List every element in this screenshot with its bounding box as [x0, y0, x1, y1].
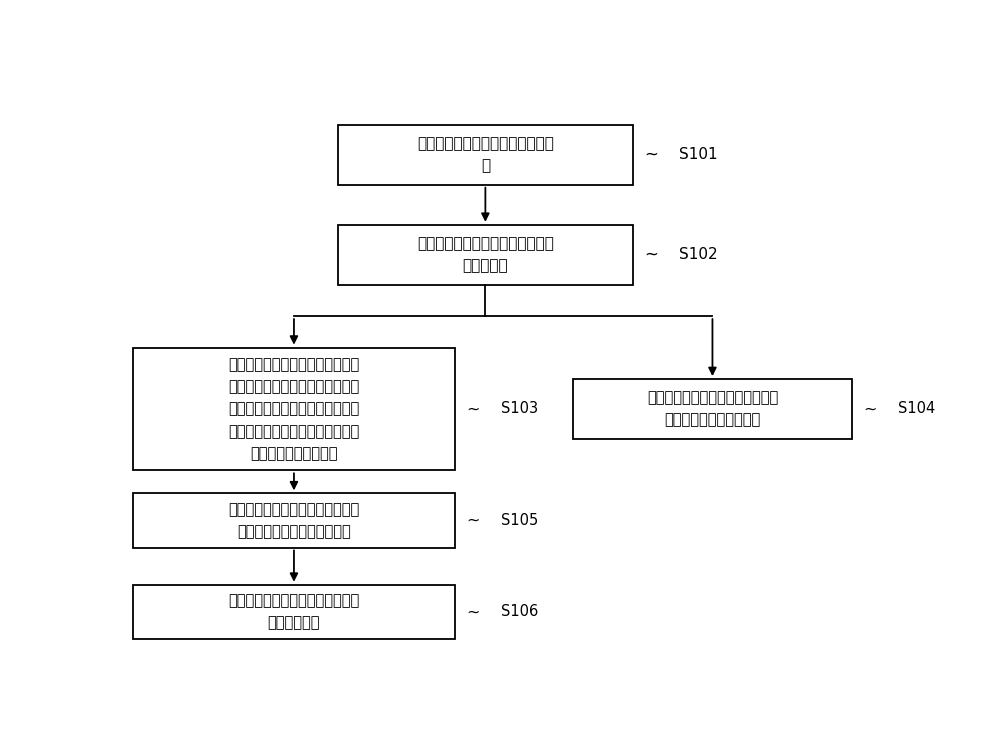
Text: S103: S103 — [501, 401, 538, 416]
Text: ~: ~ — [466, 401, 480, 416]
Text: ~: ~ — [644, 246, 658, 263]
Text: 按照目标温度值调节空调覆盖范围
内的环境温度: 按照目标温度值调节空调覆盖范围 内的环境温度 — [228, 593, 360, 631]
Text: 基于实际心率变异性参数和预测心
率变异性参数确定目标温度值: 基于实际心率变异性参数和预测心 率变异性参数确定目标温度值 — [228, 502, 360, 539]
Text: ~: ~ — [864, 401, 877, 416]
Text: S101: S101 — [679, 147, 718, 162]
Bar — [133, 347, 455, 470]
Bar — [338, 225, 633, 285]
Text: S106: S106 — [501, 604, 539, 620]
Text: S102: S102 — [679, 247, 718, 262]
Text: ~: ~ — [466, 604, 480, 620]
Bar — [338, 125, 633, 185]
Text: S104: S104 — [898, 401, 936, 416]
Text: 若用户处于离床状态，保持空调覆
盖范围内的环境温度不变: 若用户处于离床状态，保持空调覆 盖范围内的环境温度不变 — [647, 390, 778, 427]
Text: ~: ~ — [466, 513, 480, 528]
Bar — [133, 493, 455, 548]
Bar — [573, 379, 852, 439]
Text: 获取空调覆盖范围内用户的心率信
号: 获取空调覆盖范围内用户的心率信 号 — [417, 136, 554, 174]
Text: ~: ~ — [644, 145, 658, 164]
Text: 若用户处于在床状态，将实际心率
变异性参数输入至预设预测模型，
利用预设预测模型对用户下一时间
段的心率变异性参数进行预测，得
到预测心率变异性参数: 若用户处于在床状态，将实际心率 变异性参数输入至预设预测模型， 利用预设预测模型… — [228, 357, 360, 461]
Text: 基于心率信号计算用户的实际心率
变异性参数: 基于心率信号计算用户的实际心率 变异性参数 — [417, 236, 554, 273]
Bar — [133, 585, 455, 639]
Text: S105: S105 — [501, 513, 539, 528]
